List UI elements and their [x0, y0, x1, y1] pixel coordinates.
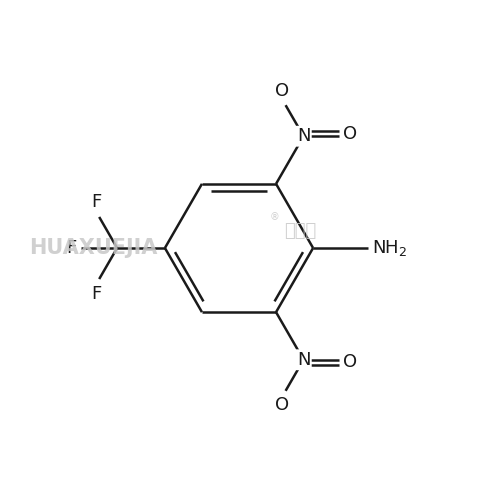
Text: N: N [297, 351, 310, 369]
Text: HUAXUEJIA: HUAXUEJIA [29, 238, 157, 258]
Text: F: F [92, 193, 102, 211]
Text: O: O [275, 82, 289, 100]
Text: ®: ® [270, 212, 280, 222]
Text: O: O [343, 353, 357, 372]
Text: NH$_2$: NH$_2$ [372, 238, 407, 258]
Text: O: O [343, 124, 357, 143]
Text: 化学加: 化学加 [284, 222, 316, 240]
Text: F: F [66, 239, 76, 257]
Text: N: N [297, 127, 310, 145]
Text: F: F [92, 285, 102, 303]
Text: O: O [275, 396, 289, 414]
